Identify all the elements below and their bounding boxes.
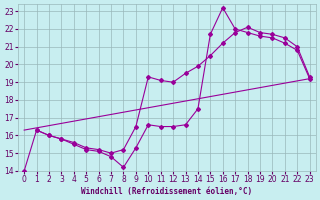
- X-axis label: Windchill (Refroidissement éolien,°C): Windchill (Refroidissement éolien,°C): [81, 187, 252, 196]
